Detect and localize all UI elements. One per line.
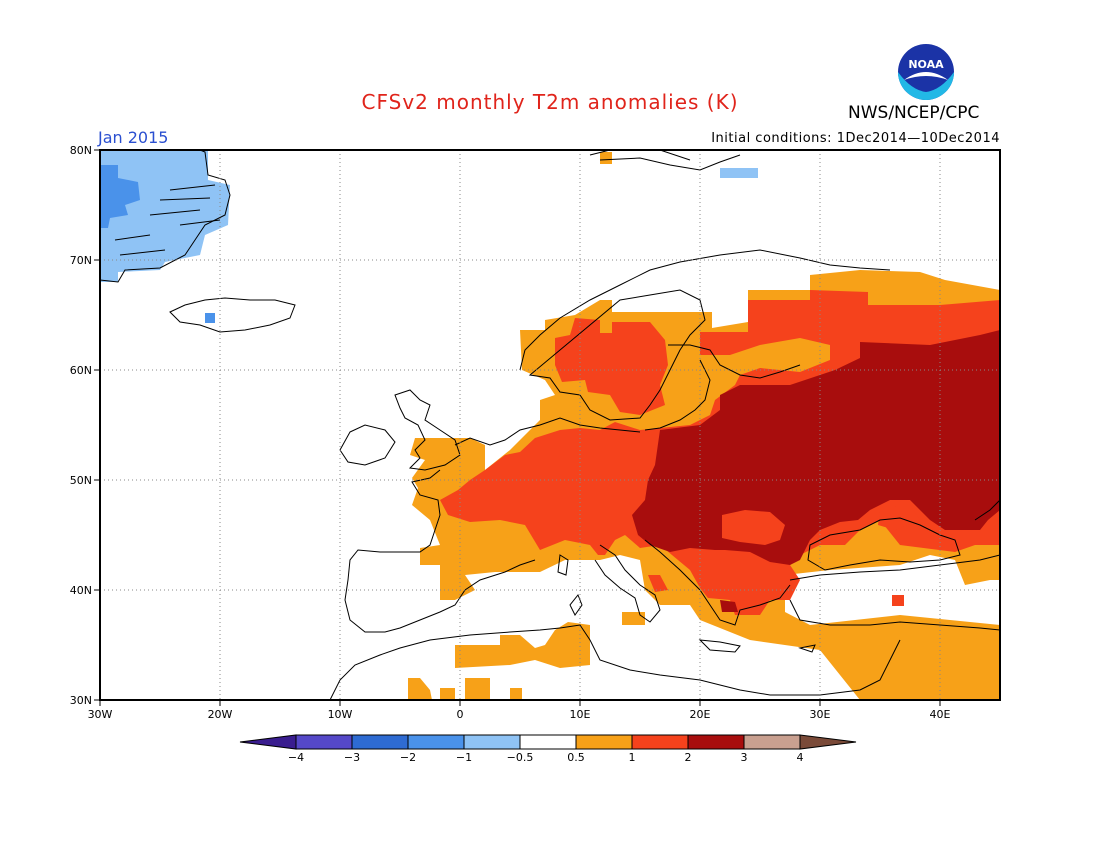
colorbar-label: −4 — [288, 751, 304, 764]
lon-label: 40E — [930, 708, 951, 721]
coastlines — [100, 150, 1000, 700]
north-africa-coast — [329, 624, 901, 700]
initial-conditions: Initial conditions: 1Dec2014—10Dec2014 — [711, 131, 1000, 146]
lon-axis: 30W 20W 10W 0 10E 20E 30E 40E — [88, 700, 951, 721]
lon-label: 20W — [208, 708, 233, 721]
lat-label: 60N — [70, 364, 92, 377]
colorbar: −4 −3 −2 −1 −0.5 0.5 1 2 3 4 — [239, 734, 857, 764]
colorbar-segment — [295, 734, 353, 750]
lon-label: 20E — [690, 708, 711, 721]
iceland-coast — [169, 297, 296, 333]
lon-label: 30E — [810, 708, 831, 721]
colorbar-segment — [463, 734, 521, 750]
colorbar-segment — [743, 734, 801, 750]
colorbar-label: −3 — [344, 751, 360, 764]
caspian-coast — [974, 499, 1000, 521]
map-frame — [99, 149, 1001, 701]
black-sea-coast — [807, 517, 961, 571]
map-title: CFSv2 monthly T2m anomalies (K) — [361, 90, 739, 114]
organization-label: NWS/NCEP/CPC — [848, 103, 980, 123]
forecast-month: Jan 2015 — [98, 128, 169, 147]
lon-label: 10W — [328, 708, 353, 721]
colorbar-label: 3 — [741, 751, 748, 764]
lon-label: 10E — [570, 708, 591, 721]
colorbar-label: 0.5 — [567, 751, 585, 764]
colorbar-label: 1 — [629, 751, 636, 764]
red-anomaly-field — [555, 318, 668, 415]
colorbar-segment — [407, 734, 465, 750]
ireland-coast — [339, 424, 396, 466]
noaa-logo: NOAA — [898, 44, 954, 100]
scandinavia-coast — [519, 249, 891, 421]
lat-label: 40N — [70, 584, 92, 597]
colorbar-label: 2 — [685, 751, 692, 764]
lon-label: 0 — [457, 708, 464, 721]
mainland-coast — [344, 417, 641, 633]
lat-label: 70N — [70, 254, 92, 267]
lat-label: 80N — [70, 144, 92, 157]
lat-label: 30N — [70, 694, 92, 707]
italy-coast — [594, 544, 661, 623]
darkred-anomaly-field — [632, 330, 1000, 565]
colorbar-label: 4 — [797, 751, 804, 764]
colorbar-label: −1 — [456, 751, 472, 764]
british-isles-coast — [394, 389, 461, 471]
greenland-stronger-cool-anomaly — [100, 165, 140, 228]
baltic-coast — [644, 344, 801, 431]
svg-text:NOAA: NOAA — [908, 58, 944, 71]
anomaly-fields — [100, 150, 1000, 700]
lat-axis: 30N 40N 50N 60N 70N 80N — [70, 144, 100, 707]
greenland-coast — [100, 150, 231, 283]
svalbard-coast — [589, 150, 741, 171]
colorbar-segment — [631, 734, 689, 750]
colorbar-segment — [799, 734, 857, 750]
lat-label: 50N — [70, 474, 92, 487]
balkans-coast — [644, 539, 791, 626]
colorbar-segment — [687, 734, 745, 750]
colorbar-segment — [519, 734, 577, 750]
colorbar-segment — [239, 734, 297, 750]
colorbar-label: −2 — [400, 751, 416, 764]
colorbar-label: −0.5 — [507, 751, 534, 764]
colorbar-segment — [575, 734, 633, 750]
colorbar-segment — [351, 734, 409, 750]
lon-label: 30W — [88, 708, 113, 721]
